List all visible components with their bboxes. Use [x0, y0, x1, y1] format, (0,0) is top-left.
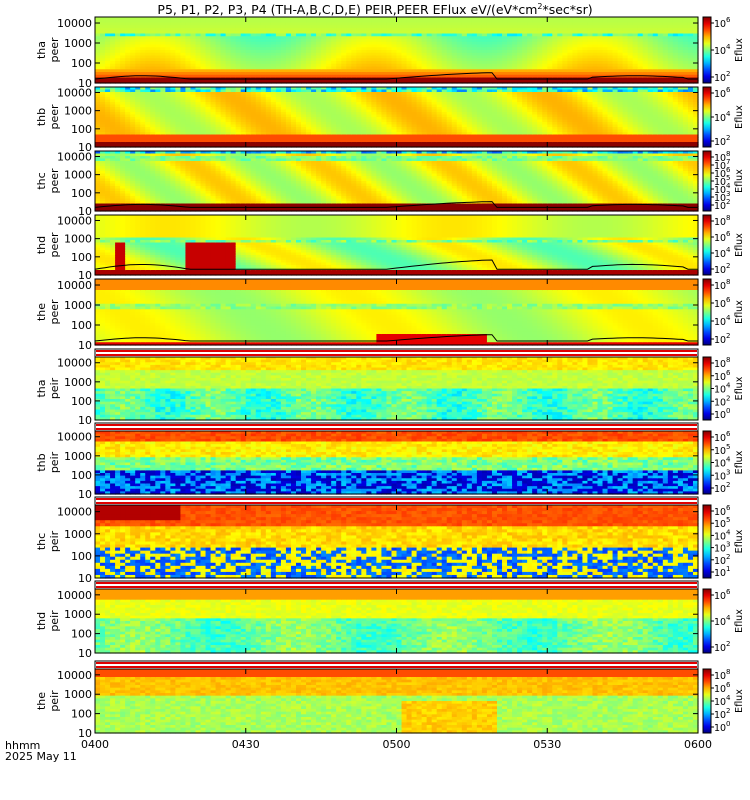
colorbar-tick-label: 10: [714, 19, 726, 30]
y-tick-label: 1000: [64, 37, 92, 50]
panel-probe-label: tha: [35, 41, 48, 59]
colorbar-tick-exponent: 6: [726, 16, 731, 24]
colorbar: [703, 17, 711, 83]
panel-thb-peer: 10000100010010thb peer10610410 2Eflux: [35, 86, 745, 154]
panel-product-label: peer: [48, 37, 61, 63]
colorbar-tick-label: 10: [714, 73, 726, 84]
colorbar-tick-exponent: 4: [726, 43, 731, 51]
y-tick-label: 100: [71, 57, 92, 70]
colorbar-tick-exponent: 2: [726, 70, 730, 78]
colorbar-tick-label: 10: [714, 46, 726, 57]
colorbar-label: Eflux: [734, 38, 745, 62]
y-tick-label: 10000: [57, 17, 92, 30]
